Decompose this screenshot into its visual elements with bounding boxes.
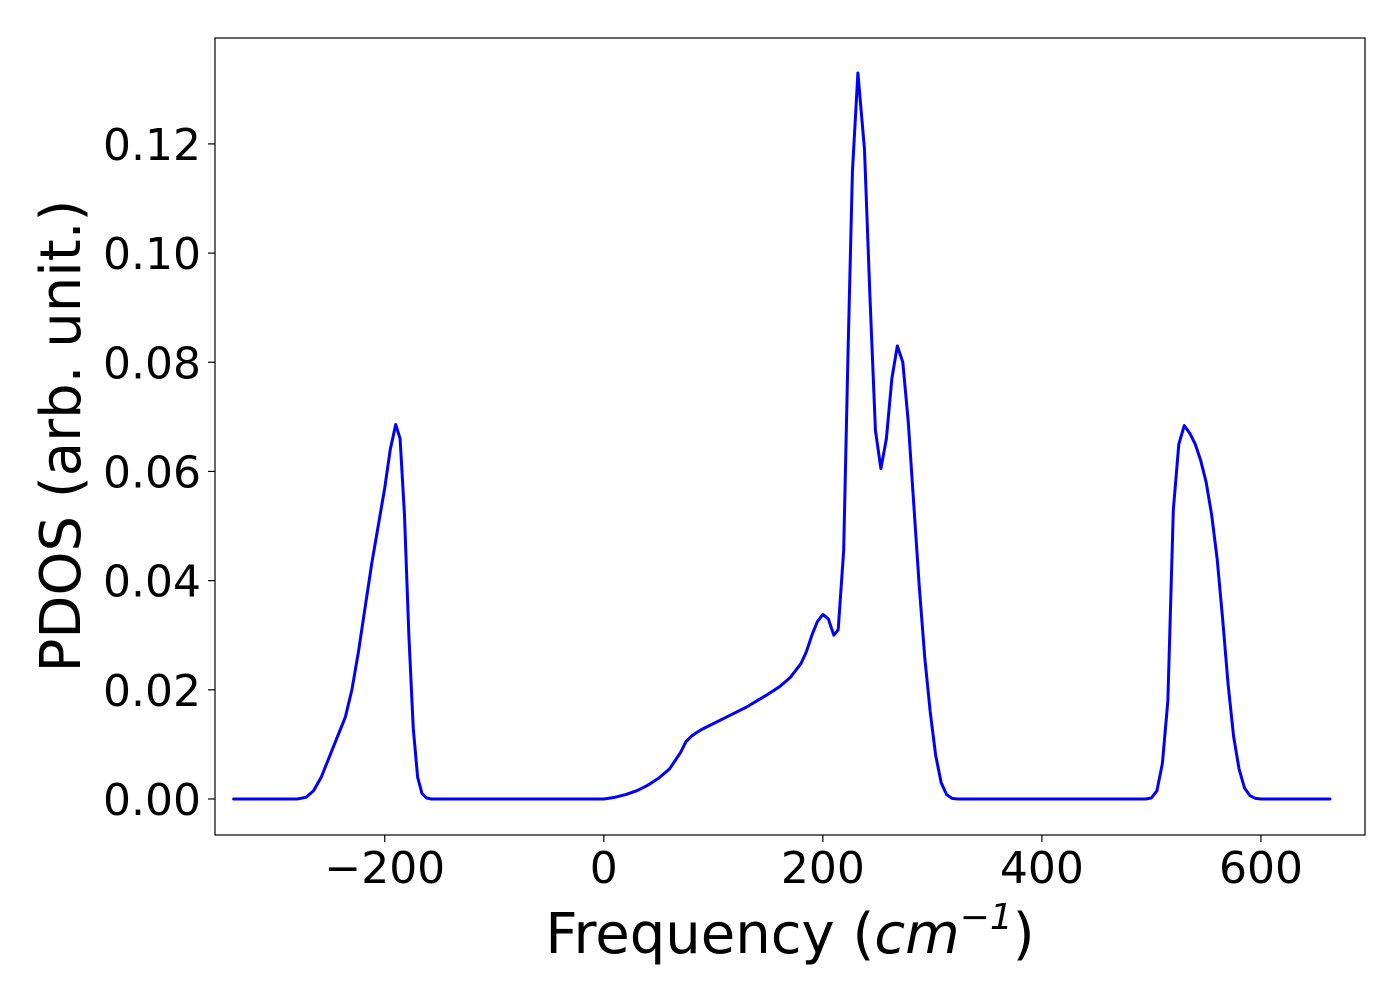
x-tick-label: 400 (1000, 843, 1084, 894)
x-axis-title: Frequency (cm−1) (545, 897, 1034, 967)
y-axis-ticks: 0.00 0.02 0.04 0.06 0.08 0.10 0.12 (103, 120, 215, 826)
y-tick-label: 0.06 (103, 447, 201, 498)
x-tick-label: 600 (1219, 843, 1303, 894)
y-tick-label: 0.04 (103, 557, 201, 608)
y-tick-label: 0.00 (103, 775, 201, 826)
plot-lines (232, 71, 1332, 801)
y-axis-title: PDOS (arb. unit.) (29, 200, 94, 673)
series-line-pdos (232, 71, 1332, 801)
y-tick-label: 0.10 (103, 229, 201, 280)
x-tick-label: 200 (781, 843, 865, 894)
plot-frame (214, 37, 1366, 836)
y-tick-label: 0.08 (103, 338, 201, 389)
y-tick-label: 0.12 (103, 120, 201, 171)
x-tick-label: −200 (324, 843, 445, 894)
x-axis-ticks: −200 0 200 400 600 (324, 835, 1303, 894)
y-tick-label: 0.02 (103, 666, 201, 717)
x-tick-label: 0 (590, 843, 618, 894)
